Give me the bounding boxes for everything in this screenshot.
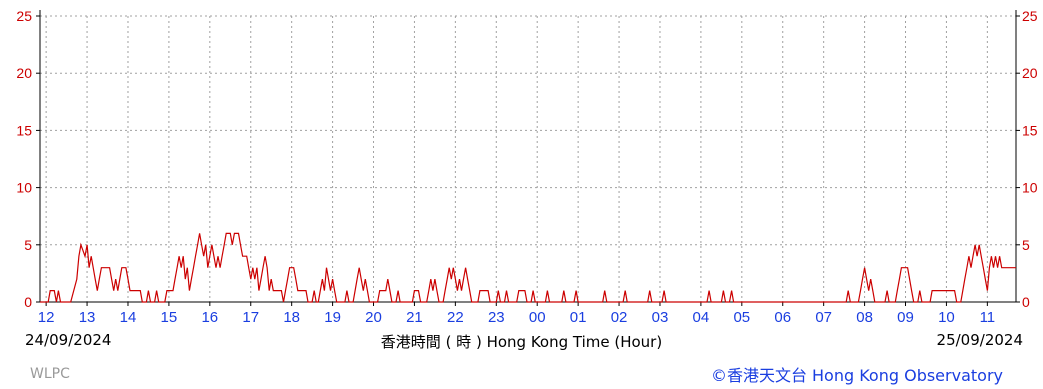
y-tick-label: 20: [16, 65, 32, 81]
x-tick-label: 19: [324, 309, 341, 326]
data-series-line: [40, 232, 1016, 303]
x-tick-label: 04: [693, 309, 710, 326]
end-date: 25/09/2024: [936, 331, 1023, 349]
x-tick-label: 18: [283, 309, 300, 326]
x-tick-label: 15: [161, 309, 178, 326]
x-tick-label: 10: [938, 309, 955, 326]
x-tick-label: 09: [897, 309, 914, 326]
x-tick-label: 21: [406, 309, 423, 326]
x-tick-label: 13: [79, 309, 96, 326]
y-tick-label: 25: [16, 8, 32, 24]
y-tick-label: 20: [1022, 65, 1038, 81]
start-date: 24/09/2024: [25, 331, 112, 349]
station-code: WLPC: [30, 366, 70, 382]
x-tick-label: 17: [242, 309, 259, 326]
x-tick-label: 03: [652, 309, 669, 326]
x-tick-label: 01: [570, 309, 587, 326]
x-tick-label: 06: [774, 309, 791, 326]
x-tick-label: 14: [120, 309, 137, 326]
x-tick-label: 22: [447, 309, 464, 326]
grid-lines: [40, 15, 1016, 302]
y-tick-label: 10: [1022, 180, 1038, 196]
series-layer: [40, 232, 1016, 303]
x-tick-label: 05: [733, 309, 750, 326]
x-tick-label: 00: [529, 309, 546, 326]
x-tick-label: 23: [488, 309, 505, 326]
y-tick-label: 25: [1022, 8, 1038, 24]
y-axis-left: 0 5 10 15 20 25: [16, 8, 40, 310]
x-tick-label: 11: [980, 309, 996, 326]
x-tick-label: 02: [611, 309, 628, 326]
x-tick-label: 07: [815, 309, 832, 326]
x-tick-label: 20: [365, 309, 382, 326]
chart-axes: [39, 10, 1017, 303]
y-axis-right: 0 5 10 15 20 25: [1016, 8, 1038, 310]
x-tick-label: 12: [38, 309, 55, 326]
y-tick-label: 5: [24, 237, 32, 253]
x-axis-title: 香港時間 ( 時 ) Hong Kong Time (Hour): [380, 333, 663, 351]
x-axis: 12 13 14 15 16 17 18 19 20 21 22 23 00 01 02 03 04 05 06 07…: [38, 302, 995, 326]
y-tick-label: 5: [1022, 237, 1030, 253]
y-tick-label: 15: [16, 122, 32, 138]
x-tick-label: 08: [856, 309, 873, 326]
copyright-notice: ©香港天文台 Hong Kong Observatory: [710, 366, 1003, 385]
y-tick-label: 10: [16, 180, 32, 196]
y-tick-label: 0: [1022, 294, 1030, 310]
y-tick-label: 0: [24, 294, 32, 310]
y-tick-label: 15: [1022, 122, 1038, 138]
x-tick-label: 16: [201, 309, 218, 326]
